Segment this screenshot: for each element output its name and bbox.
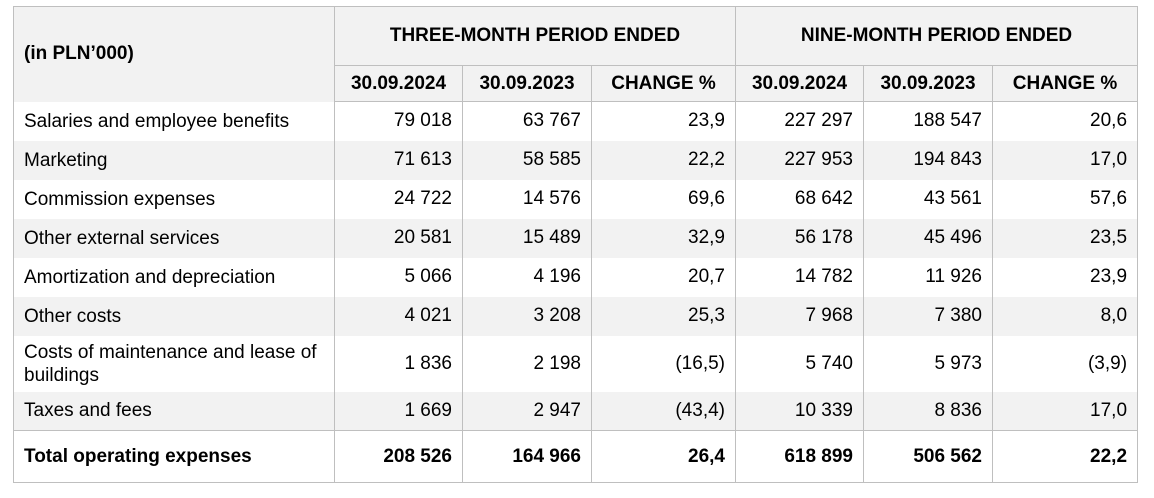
row-label: Commission expenses bbox=[13, 179, 335, 219]
column-header: CHANGE % bbox=[991, 65, 1139, 102]
table-row: Other external services 20 581 15 489 32… bbox=[13, 218, 1139, 258]
cell-value: 15 489 bbox=[462, 218, 592, 258]
three-month-group-header: THREE-MONTH PERIOD ENDED bbox=[334, 6, 736, 66]
table-row: Taxes and fees 1 669 2 947 (43,4) 10 339… bbox=[13, 391, 1139, 431]
cell-value: 58 585 bbox=[462, 140, 592, 180]
cell-value: 2 947 bbox=[462, 391, 592, 431]
cell-value: 11 926 bbox=[863, 257, 993, 297]
nine-month-group-header: NINE-MONTH PERIOD ENDED bbox=[734, 6, 1139, 66]
table-row: Marketing 71 613 58 585 22,2 227 953 194… bbox=[13, 140, 1139, 180]
cell-value: 20 581 bbox=[334, 218, 463, 258]
row-label: Other external services bbox=[13, 218, 335, 258]
total-value: 506 562 bbox=[863, 430, 993, 483]
operating-expenses-table: (in PLN’000) THREE-MONTH PERIOD ENDED NI… bbox=[13, 6, 1139, 483]
table-row: Costs of maintenance and lease of buildi… bbox=[13, 335, 1139, 392]
cell-value: 14 782 bbox=[735, 257, 864, 297]
total-row: Total operating expenses 208 526 164 966… bbox=[13, 430, 1139, 483]
cell-value: 1 836 bbox=[334, 335, 463, 392]
column-header: 30.09.2023 bbox=[863, 65, 993, 102]
cell-value: 25,3 bbox=[591, 296, 736, 336]
total-value: 26,4 bbox=[591, 430, 736, 483]
operating-expenses-table-wrapper: (in PLN’000) THREE-MONTH PERIOD ENDED NI… bbox=[13, 6, 1139, 483]
column-header: 30.09.2023 bbox=[462, 65, 592, 102]
total-value: 208 526 bbox=[334, 430, 463, 483]
row-label: Marketing bbox=[13, 140, 335, 180]
cell-value: 23,9 bbox=[591, 101, 736, 141]
cell-value: 10 339 bbox=[735, 391, 864, 431]
cell-value: 4 196 bbox=[462, 257, 592, 297]
cell-value: 14 576 bbox=[462, 179, 592, 219]
column-header: 30.09.2024 bbox=[334, 65, 463, 102]
cell-value: 45 496 bbox=[863, 218, 993, 258]
cell-value: (3,9) bbox=[991, 335, 1139, 392]
column-header: CHANGE % bbox=[591, 65, 736, 102]
table-row: Salaries and employee benefits 79 018 63… bbox=[13, 101, 1139, 141]
cell-value: 188 547 bbox=[863, 101, 993, 141]
cell-value: 71 613 bbox=[334, 140, 463, 180]
cell-value: 4 021 bbox=[334, 296, 463, 336]
cell-value: 63 767 bbox=[462, 101, 592, 141]
row-label: Other costs bbox=[13, 296, 335, 336]
cell-value: 32,9 bbox=[591, 218, 736, 258]
row-label: Taxes and fees bbox=[13, 391, 335, 431]
cell-value: 7 380 bbox=[863, 296, 993, 336]
table-row: Amortization and depreciation 5 066 4 19… bbox=[13, 257, 1139, 297]
cell-value: 20,7 bbox=[591, 257, 736, 297]
total-label: Total operating expenses bbox=[13, 430, 335, 483]
row-label: Amortization and depreciation bbox=[13, 257, 335, 297]
cell-value: 5 973 bbox=[863, 335, 993, 392]
cell-value: 8,0 bbox=[991, 296, 1139, 336]
header-row-dates: 30.09.2024 30.09.2023 CHANGE % 30.09.202… bbox=[14, 65, 1139, 102]
cell-value: 43 561 bbox=[863, 179, 993, 219]
cell-value: 3 208 bbox=[462, 296, 592, 336]
column-header: 30.09.2024 bbox=[735, 65, 864, 102]
cell-value: 24 722 bbox=[334, 179, 463, 219]
cell-value: 23,9 bbox=[991, 257, 1139, 297]
cell-value: 227 297 bbox=[735, 101, 864, 141]
cell-value: 79 018 bbox=[334, 101, 463, 141]
cell-value: 56 178 bbox=[735, 218, 864, 258]
cell-value: 2 198 bbox=[462, 335, 592, 392]
cell-value: 68 642 bbox=[735, 179, 864, 219]
cell-value: 227 953 bbox=[735, 140, 864, 180]
cell-value: 20,6 bbox=[991, 101, 1139, 141]
cell-value: 7 968 bbox=[735, 296, 864, 336]
currency-unit-label: (in PLN’000) bbox=[13, 6, 335, 102]
total-value: 164 966 bbox=[462, 430, 592, 483]
row-label: Salaries and employee benefits bbox=[13, 101, 335, 141]
cell-value: (16,5) bbox=[591, 335, 736, 392]
header-row-groups: (in PLN’000) THREE-MONTH PERIOD ENDED NI… bbox=[13, 6, 1139, 102]
cell-value: 194 843 bbox=[863, 140, 993, 180]
cell-value: 17,0 bbox=[991, 391, 1139, 431]
cell-value: 8 836 bbox=[863, 391, 993, 431]
total-value: 22,2 bbox=[991, 430, 1139, 483]
cell-value: 1 669 bbox=[334, 391, 463, 431]
cell-value: 22,2 bbox=[591, 140, 736, 180]
total-value: 618 899 bbox=[735, 430, 864, 483]
cell-value: 17,0 bbox=[991, 140, 1139, 180]
cell-value: 23,5 bbox=[991, 218, 1139, 258]
cell-value: 5 740 bbox=[735, 335, 864, 392]
cell-value: 5 066 bbox=[334, 257, 463, 297]
cell-value: 69,6 bbox=[591, 179, 736, 219]
row-label: Costs of maintenance and lease of buildi… bbox=[13, 335, 335, 392]
table-row: Other costs 4 021 3 208 25,3 7 968 7 380… bbox=[13, 296, 1139, 336]
cell-value: 57,6 bbox=[991, 179, 1139, 219]
table-row: Commission expenses 24 722 14 576 69,6 6… bbox=[13, 179, 1139, 219]
cell-value: (43,4) bbox=[591, 391, 736, 431]
